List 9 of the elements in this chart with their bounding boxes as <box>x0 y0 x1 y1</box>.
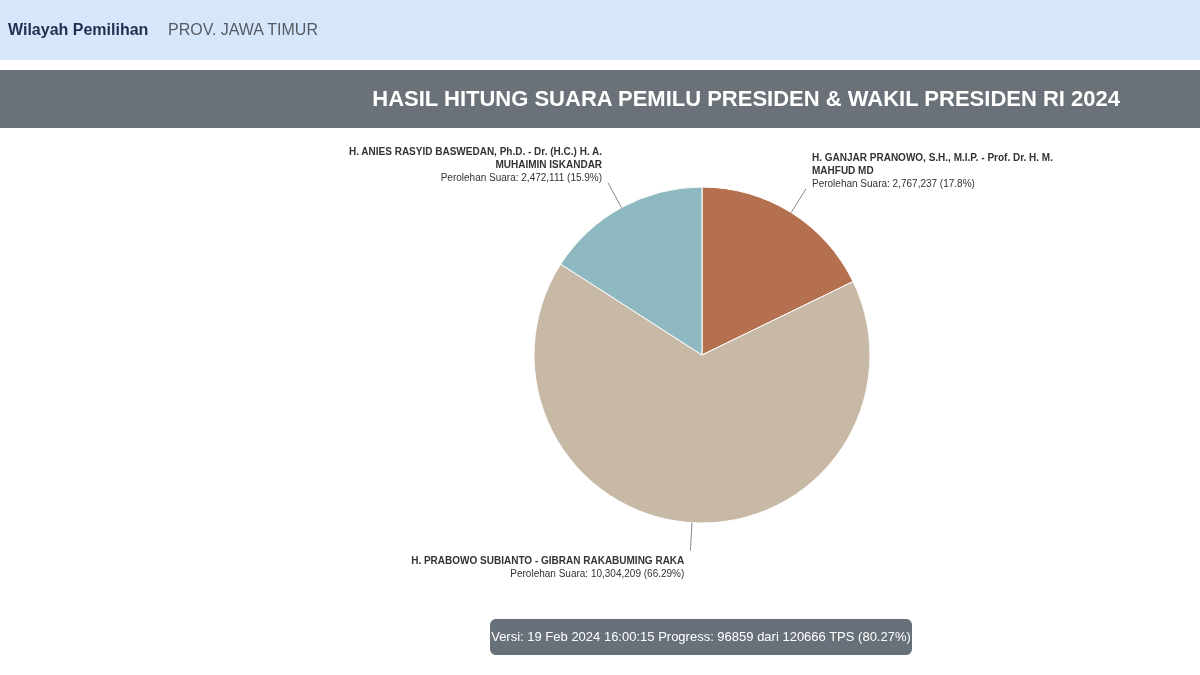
text: Wilayah Pemilihan PROV. JAWA TIMUR <box>8 21 318 38</box>
data-label: Perolehan Suara: 2,472,111 (15.9%) <box>440 171 603 183</box>
text: Versi: 19 Feb 2024 16:00:15 Progress: 96859 dari 120666 TPS (80.27%) <box>491 629 911 644</box>
slice-label: H. ANIES RASYID BASWEDAN, Ph.D. - Dr. (H.C.) H. A. MUHAIMIN ISKANDAR <box>348 145 603 170</box>
chart-title: HASIL HITUNG SUARA PEMILU PRESIDEN & WAKIL PRESIDEN RI 2024 <box>372 86 1121 111</box>
slice-label: H. PRABOWO SUBIANTO - GIBRAN RAKABUMING RAKA <box>411 554 685 566</box>
data-label: Perolehan Suara: 2,767,237 (17.8%) <box>812 177 975 189</box>
data-label: Perolehan Suara: 10,304,209 (66.29%) <box>510 567 685 579</box>
slice-label: H. GANJAR PRANOWO, S.H., M.I.P. - Prof. Dr. H. M. MAHFUD MD <box>812 151 1054 176</box>
